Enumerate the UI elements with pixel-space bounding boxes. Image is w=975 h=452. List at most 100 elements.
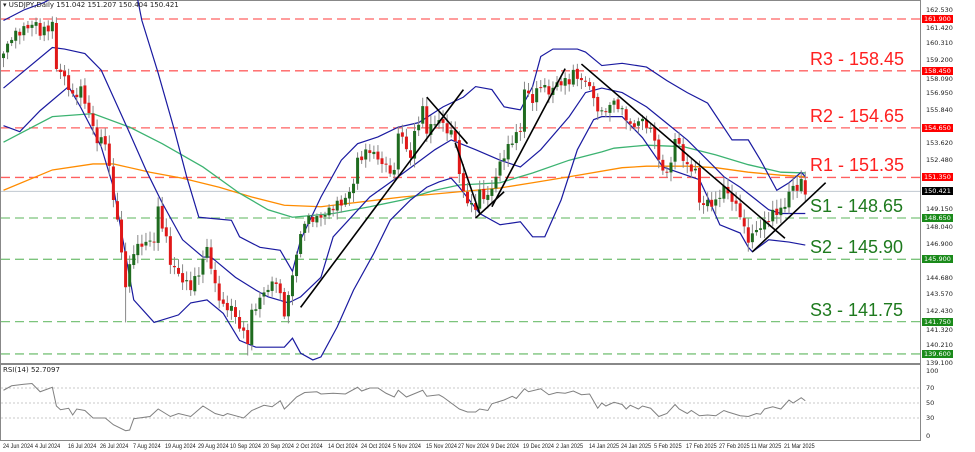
x-tick-label: 20 Sep 2024: [262, 443, 294, 450]
candle-bearish: [63, 71, 67, 77]
candle-bearish: [738, 203, 742, 218]
candle-bearish: [409, 150, 412, 158]
candle-bearish: [579, 78, 583, 81]
candle-bearish: [482, 188, 486, 200]
candle-bearish: [67, 75, 71, 90]
candle-bearish: [225, 302, 229, 311]
candle-bullish: [144, 241, 148, 246]
x-tick-label: 27 Nov 2024: [458, 443, 490, 450]
y-tick-label: 159.200: [926, 55, 953, 64]
candle-bullish: [718, 197, 722, 199]
candle-bearish: [168, 236, 172, 265]
x-tick-label: 17 Feb 2025: [686, 443, 717, 450]
candle-bullish: [421, 106, 425, 124]
candle-bearish: [588, 82, 592, 87]
candle-bullish: [470, 203, 474, 205]
candle-bearish: [689, 164, 693, 172]
candle-bullish: [270, 281, 274, 291]
level-label: S3 - 141.75: [810, 299, 904, 320]
y-tick-label: 139.100: [926, 358, 953, 367]
x-tick-label: 15 Nov 2024: [425, 443, 457, 450]
candle-bearish: [567, 79, 571, 85]
candle-bearish: [115, 201, 119, 220]
candle-bearish: [624, 109, 628, 121]
candle-bearish: [278, 283, 282, 294]
candle-bullish: [10, 39, 14, 44]
candle-bullish: [649, 127, 653, 129]
candle-bullish: [347, 191, 351, 199]
candle-bullish: [787, 191, 791, 208]
y-tick-label: 141.320: [926, 326, 953, 335]
candle-bullish: [510, 143, 514, 145]
candle-bearish: [803, 180, 807, 195]
bollinger-upper-line: [3, 0, 806, 273]
ma-orange-line: [3, 163, 806, 208]
candle-bearish: [547, 86, 551, 95]
y-tick-label: 161.420: [926, 23, 953, 32]
x-tick-label: 24 Oct 2024: [360, 443, 391, 450]
candle-bearish: [103, 136, 107, 145]
candle-bullish: [262, 292, 266, 297]
candle-bearish: [140, 243, 144, 247]
candle-bullish: [799, 179, 803, 192]
candle-bullish: [779, 207, 783, 216]
candle-bullish: [449, 130, 453, 135]
x-tick-label: 11 Mar 2025: [751, 443, 782, 450]
candle-bearish: [107, 143, 111, 166]
candle-bullish: [229, 305, 233, 311]
trendline: [751, 182, 827, 253]
x-tick-label: 5 Feb 2025: [653, 443, 682, 450]
rsi-indicator: [1, 382, 920, 432]
candle-bullish: [185, 280, 189, 282]
bollinger-lower-line: [3, 85, 806, 361]
candle-bullish: [535, 88, 539, 103]
x-tick-label: 24 Jan 2025: [621, 443, 652, 450]
candle-bullish: [286, 295, 290, 317]
candle-bearish: [518, 130, 522, 132]
candle-bullish: [205, 246, 209, 258]
candle-bullish: [30, 24, 34, 28]
level-label: R3 - 158.45: [810, 48, 905, 69]
candle-bearish: [380, 158, 384, 165]
candle-bullish: [673, 139, 677, 162]
level-price-box: 154.650: [922, 123, 953, 132]
x-tick-label: 26 Jul 2024: [100, 443, 129, 450]
candle-bearish: [368, 150, 372, 154]
y-tick-label: 140.210: [926, 340, 953, 349]
candle-bearish: [164, 227, 168, 237]
candle-bearish: [702, 203, 706, 205]
chart-header: ▾ USDJPY,Daily 151.042 151.207 150.404 1…: [3, 1, 179, 9]
x-tick-label: 21 Mar 2025: [783, 443, 815, 450]
candle-bearish: [584, 80, 588, 82]
candle-bearish: [87, 102, 91, 114]
candle-bearish: [404, 136, 408, 150]
level-label: S1 - 148.65: [810, 196, 904, 216]
candle-bearish: [95, 127, 99, 144]
candle-bearish: [91, 113, 95, 127]
trendline: [454, 142, 481, 214]
candle-bearish: [461, 173, 465, 192]
candle-bullish: [506, 144, 510, 160]
candle-bearish: [376, 151, 380, 160]
candle-bullish: [750, 233, 754, 243]
candle-bullish: [502, 158, 506, 162]
y-tick-label: 155.840: [926, 106, 953, 115]
y-tick-label: 160.310: [926, 38, 953, 47]
candle-bearish: [319, 215, 323, 218]
y-tick-label: 152.480: [926, 156, 953, 165]
candle-bullish: [2, 53, 5, 59]
candle-bearish: [685, 162, 689, 165]
candle-bullish: [563, 78, 567, 86]
candle-bearish: [83, 85, 87, 104]
y-tick-label: 142.430: [926, 307, 953, 316]
candle-bearish: [152, 241, 156, 243]
ohlc-values: 151.042 151.207 150.404 150.421: [56, 1, 179, 9]
candle-bullish: [327, 207, 331, 216]
candle-bearish: [339, 199, 343, 206]
candle-bearish: [189, 280, 193, 291]
candle-bearish: [331, 208, 335, 211]
candle-bearish: [677, 138, 681, 144]
candle-bullish: [266, 289, 270, 293]
x-tick-label: 7 Aug 2024: [132, 443, 161, 450]
